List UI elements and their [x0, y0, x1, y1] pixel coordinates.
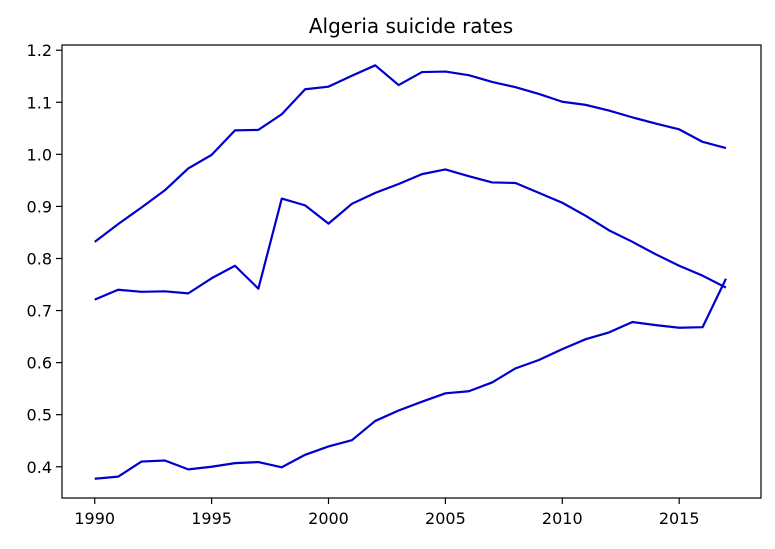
x-tick-label: 2000: [308, 509, 349, 528]
y-tick-label: 0.5: [27, 406, 52, 425]
y-tick-label: 0.4: [27, 458, 52, 477]
y-tick-label: 0.8: [27, 249, 52, 268]
x-tick-label: 2010: [542, 509, 583, 528]
plot-area-frame: [61, 44, 762, 499]
y-tick-label: 1.1: [27, 93, 52, 112]
series-lines: [94, 64, 727, 480]
y-tick-label: 1.2: [27, 41, 52, 60]
y-tick-label: 0.7: [27, 302, 52, 321]
y-tick-label: 0.9: [27, 197, 52, 216]
y-tick-label: 0.6: [27, 354, 52, 373]
series-line-1: [94, 64, 727, 243]
x-tick-label: 2015: [659, 509, 700, 528]
series-line-3: [94, 278, 727, 480]
y-tick-label: 1.0: [27, 145, 52, 164]
x-tick-label: 1990: [74, 509, 115, 528]
x-axis: 1990 1995 2000 2005 2010 2015: [74, 498, 700, 528]
chart-title: Algeria suicide rates: [309, 14, 513, 38]
series-line-2: [94, 168, 727, 301]
x-tick-label: 2005: [425, 509, 466, 528]
y-axis: 0.4 0.5 0.6 0.7 0.8 0.9 1.0 1.1 1.2: [27, 41, 62, 477]
x-tick-label: 1995: [191, 509, 232, 528]
